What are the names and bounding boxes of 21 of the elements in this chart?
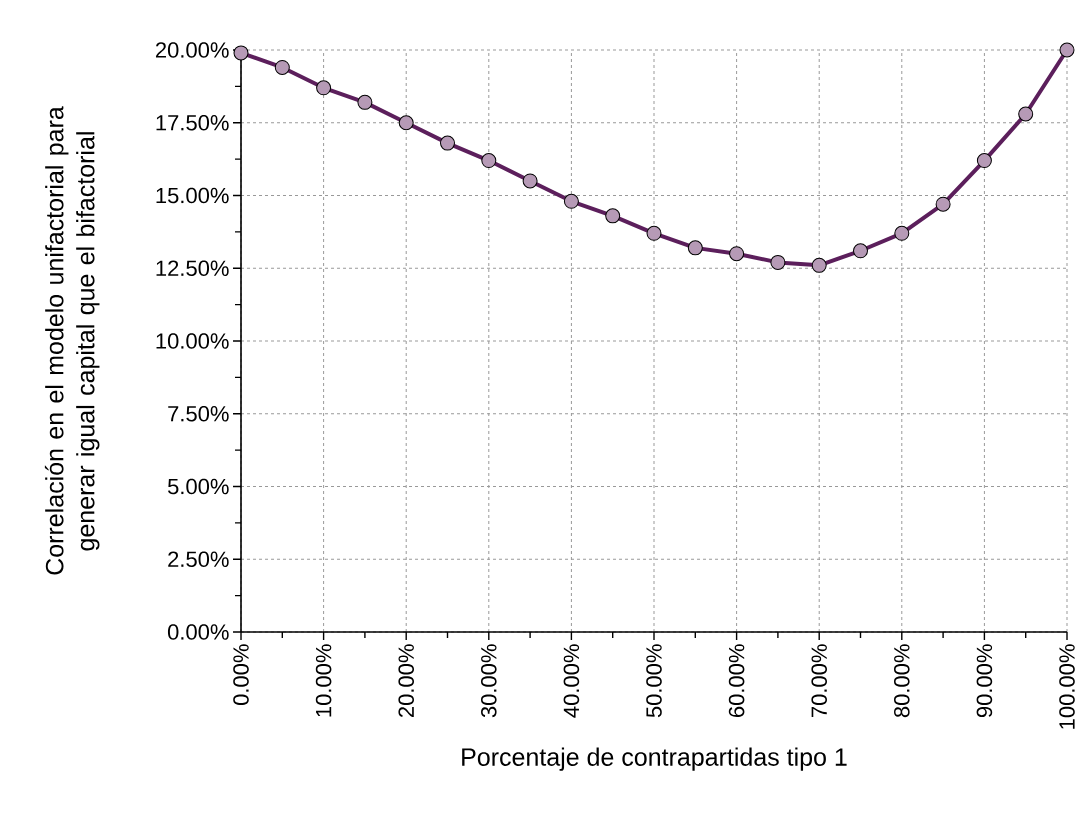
x-tick-label: 90.00%	[976, 644, 993, 718]
x-tick-label: 10.00%	[315, 644, 332, 717]
y-tick-label: 0.00%	[167, 624, 229, 640]
x-tick-label: 20.00%	[398, 644, 414, 718]
y-axis-title: Correlación en el modelo unifactorial para generar igual capital que el bifactorial	[44, 106, 100, 575]
y-tick-label: 20.00%	[155, 42, 229, 58]
x-tick-label: 60.00%	[728, 644, 745, 718]
y-tick-label: 2.50%	[168, 551, 229, 568]
x-axis-title: Porcentaje de contrapartidas tipo 1	[462, 747, 847, 771]
y-tick-label: 5.00%	[167, 478, 229, 495]
y-tick-label: 17.50%	[156, 114, 229, 131]
x-tick-label: 70.00%	[811, 644, 827, 718]
x-tick-label: 50.00%	[646, 644, 662, 718]
x-tick-label: 80.00%	[894, 644, 910, 718]
y-tick-label: 12.50%	[156, 260, 229, 277]
x-tick-label: 100.00%	[1059, 644, 1075, 729]
y-tick-label: 10.00%	[156, 333, 229, 349]
x-tick-label: 30.00%	[481, 644, 497, 718]
y-tick-label: 15.00%	[156, 187, 229, 204]
x-tick-label: 40.00%	[563, 644, 580, 718]
y-tick-label: 7.50%	[168, 405, 229, 422]
